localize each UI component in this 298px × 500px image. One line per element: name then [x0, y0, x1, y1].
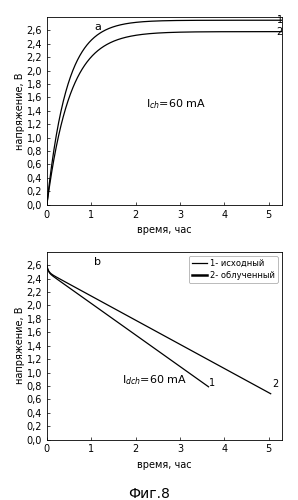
Text: 2: 2: [277, 26, 283, 36]
X-axis label: время, час: время, час: [137, 225, 192, 235]
Text: 1: 1: [277, 15, 283, 25]
X-axis label: время, час: время, час: [137, 460, 192, 470]
Text: Фиг.8: Фиг.8: [128, 486, 170, 500]
Legend: 1- исходный, 2- облученный: 1- исходный, 2- облученный: [189, 256, 278, 283]
Text: I$_{dch}$=60 mA: I$_{dch}$=60 mA: [122, 373, 187, 387]
Text: b: b: [94, 257, 101, 267]
Y-axis label: напряжение, В: напряжение, В: [15, 307, 25, 384]
Text: a: a: [94, 22, 101, 32]
Text: 1: 1: [209, 378, 215, 388]
Text: I$_{ch}$=60 mA: I$_{ch}$=60 mA: [146, 97, 206, 111]
Text: 2: 2: [272, 379, 278, 389]
Y-axis label: напряжение, В: напряжение, В: [15, 72, 25, 150]
